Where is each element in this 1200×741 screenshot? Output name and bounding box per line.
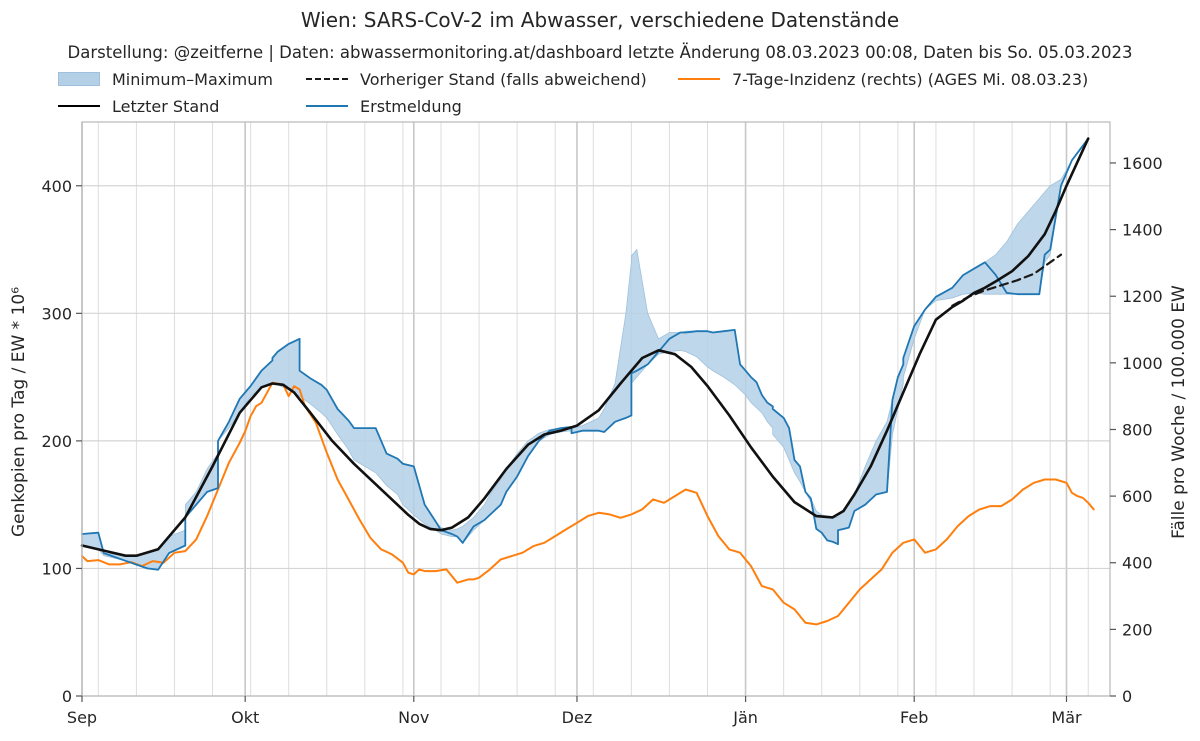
plot-frame — [81, 121, 1111, 697]
y-tick-label-right: 400 — [1122, 554, 1153, 573]
legend-swatch-inzidenz — [678, 78, 720, 80]
legend-item-band: Minimum–Maximum — [58, 68, 273, 90]
chart-legend: Minimum–Maximum Letzter Stand Vorheriger… — [58, 68, 1158, 118]
legend-label-inzidenz: 7-Tage-Inzidenz (rechts) (AGES Mi. 08.03… — [732, 69, 1089, 89]
y-tick-label-right: 200 — [1122, 620, 1153, 639]
y-tick-label-left: 0 — [62, 687, 72, 706]
y-tick-label-left: 200 — [41, 432, 72, 451]
legend-item-letzter: Letzter Stand — [58, 95, 219, 117]
x-tick-label: Okt — [231, 708, 259, 727]
axes: 0 100 200 300 400 0 200 400 600 800 1000 1200 1400 16… — [41, 121, 1163, 727]
legend-swatch-letzter — [58, 105, 100, 107]
y-tick-label-right: 1600 — [1122, 154, 1163, 173]
legend-swatch-vorheriger — [306, 78, 348, 80]
y-axis-label-right: Fälle pro Woche / 100.000 EW — [1169, 285, 1189, 539]
x-tick-label: Nov — [398, 708, 429, 727]
chart-subtitle: Darstellung: @zeitferne | Daten: abwasse… — [67, 43, 1133, 62]
x-tick-label: Sep — [67, 708, 97, 727]
series-line-erst — [81, 137, 1090, 571]
band-layer — [81, 138, 1089, 571]
legend-item-erst: Erstmeldung — [306, 95, 462, 117]
legend-item-inzidenz: 7-Tage-Inzidenz (rechts) (AGES Mi. 08.03… — [678, 68, 1088, 90]
y-tick-label-right: 0 — [1122, 687, 1132, 706]
x-tick-label: Dez — [562, 708, 593, 727]
y-tick-label-right: 1000 — [1122, 354, 1163, 373]
y-axis-label-left: Genkopien pro Tag / EW * 10⁶ — [9, 287, 29, 537]
legend-swatch-band — [58, 72, 100, 86]
y-tick-label-right: 600 — [1122, 487, 1153, 506]
x-tick-label: Jän — [732, 708, 758, 727]
band-min-max — [81, 138, 1089, 571]
legend-item-vorheriger: Vorheriger Stand (falls abweichend) — [306, 68, 647, 90]
legend-label-erst: Erstmeldung — [360, 96, 462, 116]
legend-label-vorheriger: Vorheriger Stand (falls abweichend) — [360, 69, 647, 89]
y-tick-label-left: 100 — [41, 559, 72, 578]
series-lines — [80, 137, 1095, 626]
y-tick-label-left: 300 — [41, 304, 72, 323]
chart-title: Wien: SARS-CoV-2 im Abwasser, verschiede… — [300, 8, 900, 32]
legend-label-band: Minimum–Maximum — [112, 69, 273, 89]
legend-swatch-erst — [306, 105, 348, 107]
x-tick-label: Feb — [900, 708, 928, 727]
x-tick-label: Mär — [1051, 708, 1082, 727]
y-tick-label-right: 1400 — [1122, 221, 1163, 240]
series-line-inzidenz — [81, 381, 1095, 626]
legend-label-letzter: Letzter Stand — [112, 96, 220, 116]
series-line-letzter — [80, 137, 1090, 557]
y-tick-label-right: 800 — [1122, 420, 1153, 439]
y-tick-label-right: 1200 — [1122, 287, 1163, 306]
y-tick-label-left: 400 — [41, 177, 72, 196]
